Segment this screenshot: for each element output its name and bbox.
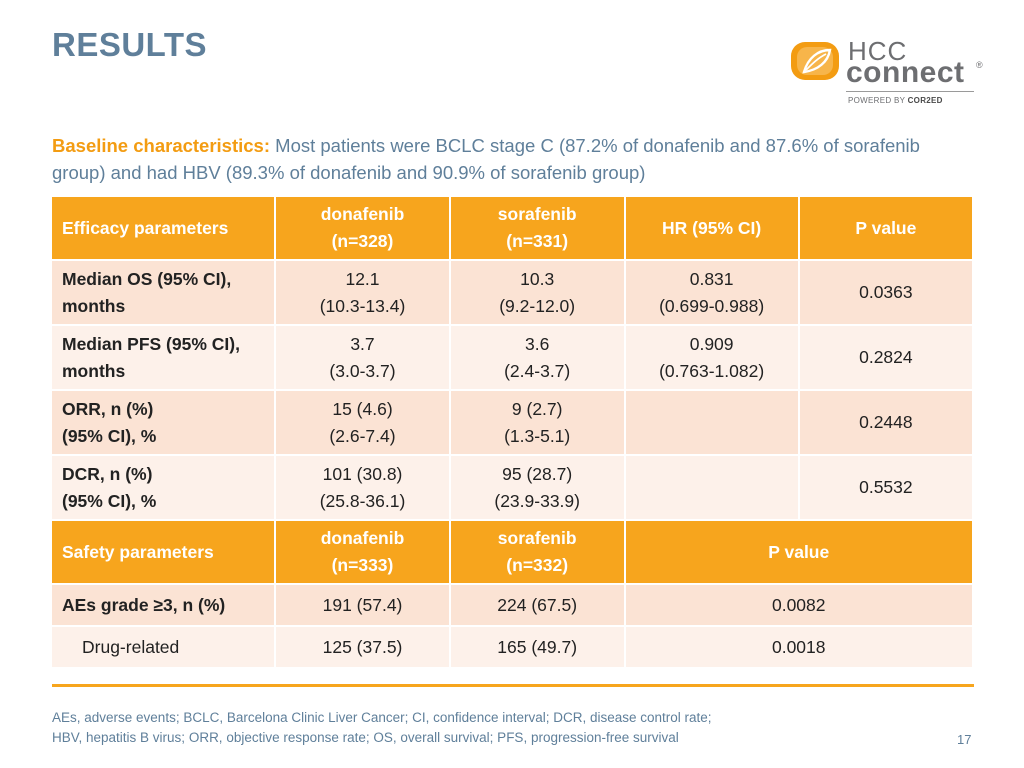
donafenib-value: 191 (57.4)	[276, 585, 449, 627]
hr-value	[625, 391, 798, 456]
hr-value: 0.909 (0.763-1.082)	[625, 326, 798, 391]
footnote-line-2: HBV, hepatitis B virus; ORR, objective r…	[52, 730, 679, 745]
logo-powered-by: POWERED BY COR2ED	[848, 96, 943, 105]
safety-sorafenib-header: sorafenib (n=332)	[450, 521, 624, 585]
table-row: Median OS (95% CI), months 12.1 (10.3-13.4…	[52, 261, 972, 326]
sorafenib-value: 3.6 (2.4-3.7)	[450, 326, 624, 391]
donafenib-value: 12.1 (10.3-13.4)	[276, 261, 449, 326]
logo-registered-mark: ®	[976, 60, 983, 70]
footnote: AEs, adverse events; BCLC, Barcelona Cli…	[52, 708, 872, 748]
footer-divider	[52, 684, 974, 687]
p-value: 0.0018	[625, 627, 972, 669]
slide-title: RESULTS	[52, 26, 208, 63]
logo-powered-prefix: POWERED BY	[848, 96, 908, 105]
sorafenib-value: 10.3 (9.2-12.0)	[450, 261, 624, 326]
table-row: Median PFS (95% CI), months 3.7 (3.0-3.7) …	[52, 326, 972, 391]
safety-header-row: Safety parameters donafenib (n=333) soraf…	[52, 521, 972, 585]
row-label: Drug-related	[52, 627, 275, 669]
safety-p-header: P value	[625, 521, 972, 585]
p-value: 0.0363	[799, 261, 972, 326]
efficacy-header-row: Efficacy parameters donafenib (n=328) sor…	[52, 197, 972, 261]
sorafenib-value: 165 (49.7)	[450, 627, 624, 669]
donafenib-value: 125 (37.5)	[276, 627, 449, 669]
baseline-text: Most patients were BCLC stage C (87.2% o…	[52, 135, 920, 183]
table-row: AEs grade ≥3, n (%) 191 (57.4) 224 (67.5…	[52, 585, 972, 627]
logo-divider	[846, 91, 974, 92]
table-row: DCR, n (%) (95% CI), % 101 (30.8) (25.8-36…	[52, 456, 972, 521]
row-label: Median PFS (95% CI), months	[52, 326, 275, 391]
donafenib-value: 3.7 (3.0-3.7)	[276, 326, 449, 391]
row-label: Median OS (95% CI), months	[52, 261, 275, 326]
efficacy-donafenib-header: donafenib (n=328)	[276, 197, 449, 261]
p-value: 0.0082	[625, 585, 972, 627]
footnote-line-1: AEs, adverse events; BCLC, Barcelona Cli…	[52, 710, 712, 725]
donafenib-value: 15 (4.6) (2.6-7.4)	[276, 391, 449, 456]
logo-hcc-text: HCC	[848, 36, 908, 66]
sorafenib-value: 95 (28.7) (23.9-33.9)	[450, 456, 624, 521]
p-value: 0.5532	[799, 456, 972, 521]
hcc-connect-logo: HCC connect ® POWERED BY COR2ED	[788, 36, 988, 110]
p-value: 0.2448	[799, 391, 972, 456]
table-row: ORR, n (%) (95% CI), % 15 (4.6) (2.6-7.4) …	[52, 391, 972, 456]
efficacy-hr-header: HR (95% CI)	[625, 197, 798, 261]
donafenib-value: 101 (30.8) (25.8-36.1)	[276, 456, 449, 521]
efficacy-p-header: P value	[799, 197, 972, 261]
safety-donafenib-header: donafenib (n=333)	[276, 521, 449, 585]
results-table: Efficacy parameters donafenib (n=328) sor…	[50, 197, 974, 669]
leaf-logo-icon	[791, 42, 839, 80]
row-label: ORR, n (%) (95% CI), %	[52, 391, 275, 456]
hr-value	[625, 456, 798, 521]
row-label: AEs grade ≥3, n (%)	[52, 585, 275, 627]
efficacy-param-header: Efficacy parameters	[52, 197, 275, 261]
sorafenib-value: 9 (2.7) (1.3-5.1)	[450, 391, 624, 456]
p-value: 0.2824	[799, 326, 972, 391]
logo-connect-text: connect	[846, 56, 965, 89]
efficacy-sorafenib-header: sorafenib (n=331)	[450, 197, 624, 261]
row-label: DCR, n (%) (95% CI), %	[52, 456, 275, 521]
safety-param-header: Safety parameters	[52, 521, 275, 585]
table-row: Drug-related 125 (37.5) 165 (49.7) 0.001…	[52, 627, 972, 669]
page-number: 17	[957, 732, 972, 747]
logo-powered-brand: COR2ED	[907, 96, 943, 105]
hr-value: 0.831 (0.699-0.988)	[625, 261, 798, 326]
baseline-lead: Baseline characteristics:	[52, 135, 271, 156]
baseline-summary: Baseline characteristics: Most patients …	[52, 132, 952, 186]
sorafenib-value: 224 (67.5)	[450, 585, 624, 627]
